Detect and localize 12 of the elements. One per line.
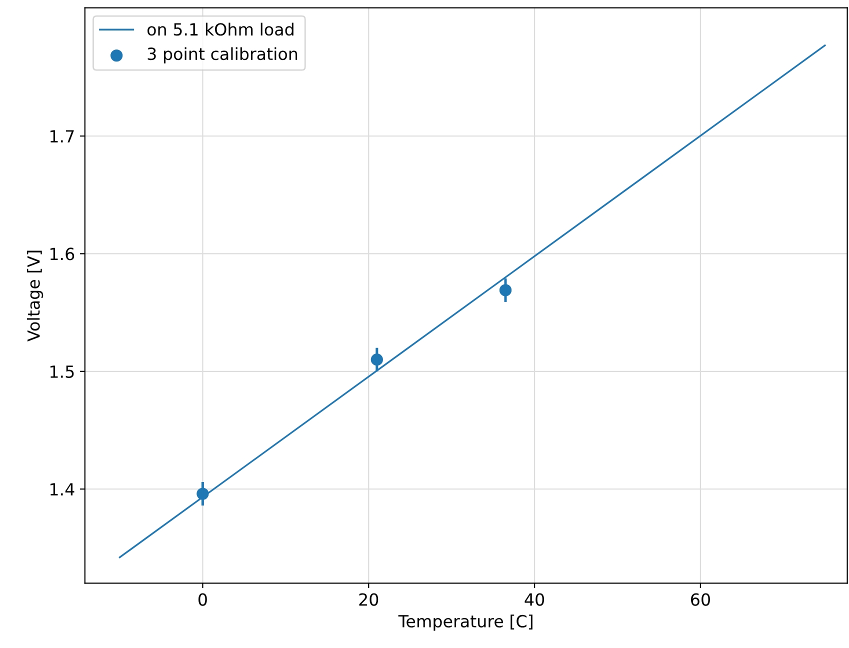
y-tick-label: 1.6 — [50, 248, 74, 260]
x-tick-label: 60 — [691, 593, 710, 606]
y-tick-label: 1.4 — [50, 483, 74, 496]
x-tick-label: 40 — [524, 593, 544, 606]
x-axis-title: Temperature [C] — [398, 614, 532, 631]
y-tick-label: 1.7 — [50, 130, 74, 142]
y-axis-title: Voltage [V] — [26, 250, 44, 342]
x-tick-label: 20 — [359, 593, 378, 606]
y-tick-label: 1.5 — [50, 366, 74, 378]
legend-label: 3 point calibration — [148, 47, 298, 64]
x-tick-label: 0 — [198, 593, 207, 606]
legend-label: on 5.1 kOhm load — [147, 22, 294, 36]
